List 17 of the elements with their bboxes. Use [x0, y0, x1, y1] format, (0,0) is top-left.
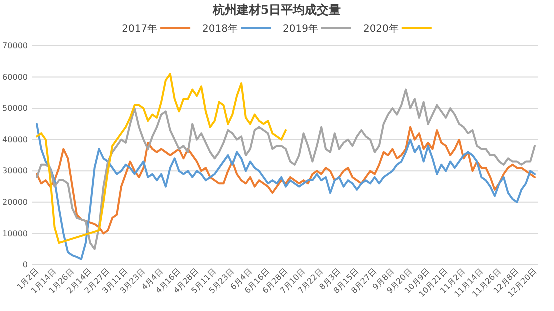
y-tick-label: 70000: [2, 42, 28, 51]
y-tick-label: 50000: [2, 104, 28, 114]
line-series: [36, 73, 287, 244]
y-tick-label: 60000: [2, 72, 28, 82]
line-series: [36, 123, 536, 260]
line-series: [36, 88, 536, 250]
legend-label: 2017年: [122, 23, 158, 35]
chart-title: 杭州建材5日平均成交量: [212, 3, 342, 17]
y-tick-label: 30000: [2, 166, 28, 176]
y-tick-label: 0: [22, 260, 28, 270]
legend-label: 2020年: [363, 23, 399, 35]
y-tick-label: 40000: [2, 135, 28, 144]
line-series: [36, 126, 536, 235]
legend-label: 2018年: [202, 23, 238, 35]
legend-label: 2019年: [283, 23, 318, 35]
y-tick-label: 20000: [2, 198, 28, 207]
y-tick-label: 10000: [2, 229, 28, 238]
